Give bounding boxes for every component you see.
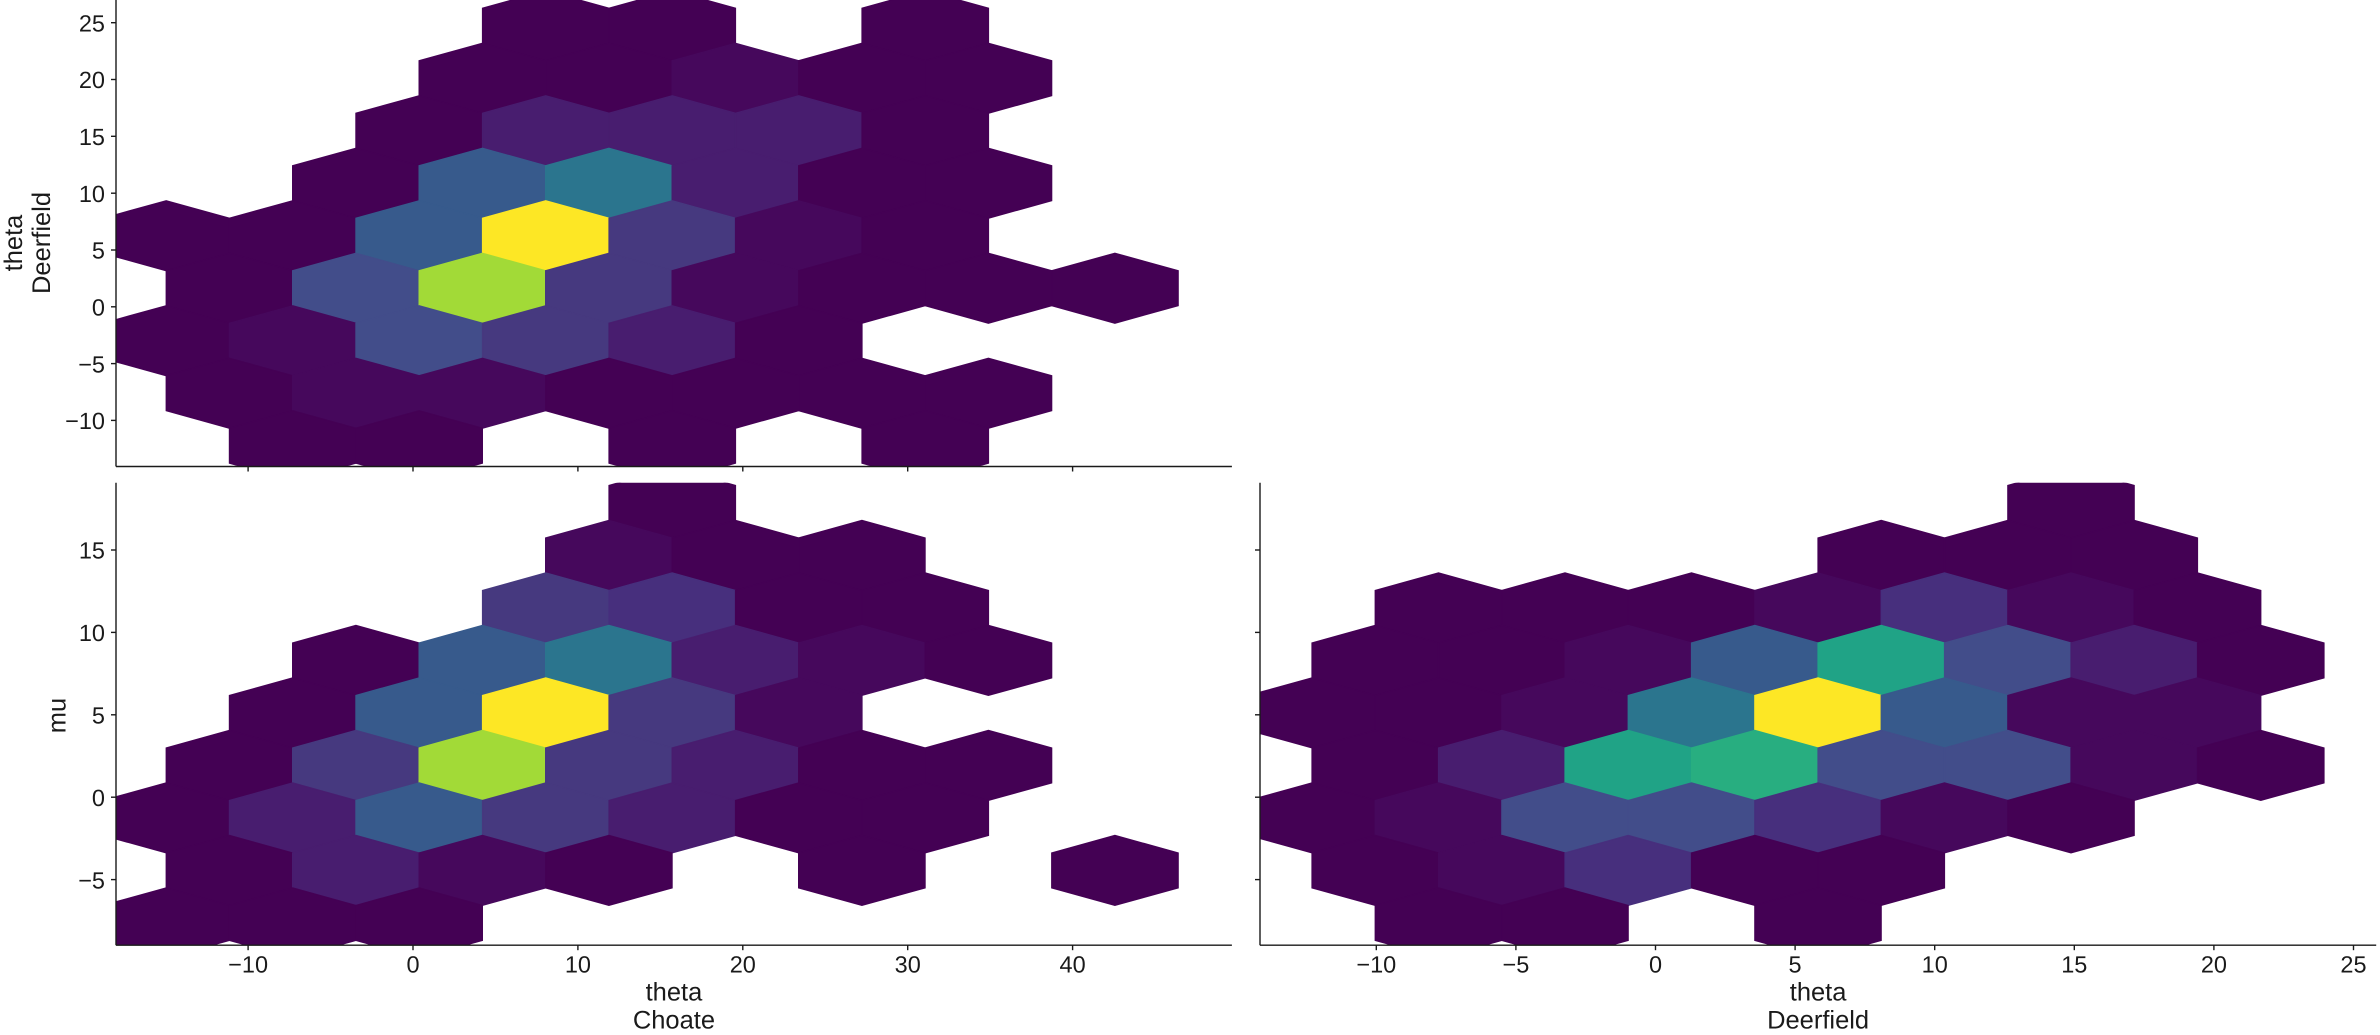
svg-text:theta: theta [0, 214, 28, 272]
svg-text:0: 0 [1649, 951, 1662, 977]
svg-text:5: 5 [1789, 951, 1802, 977]
svg-text:10: 10 [79, 620, 105, 646]
svg-text:20: 20 [79, 67, 105, 93]
svg-text:10: 10 [79, 181, 105, 207]
svg-text:theta: theta [1790, 978, 1848, 1006]
svg-text:theta: theta [646, 978, 704, 1006]
svg-text:0: 0 [92, 294, 105, 320]
svg-text:15: 15 [2061, 951, 2087, 977]
svg-text:25: 25 [2340, 951, 2366, 977]
svg-text:−5: −5 [78, 351, 105, 377]
svg-text:30: 30 [895, 951, 921, 977]
svg-text:40: 40 [1060, 951, 1086, 977]
svg-text:20: 20 [730, 951, 756, 977]
svg-text:0: 0 [92, 785, 105, 811]
svg-text:−10: −10 [65, 408, 105, 434]
svg-text:0: 0 [406, 951, 419, 977]
svg-text:10: 10 [565, 951, 591, 977]
svg-text:−5: −5 [1503, 951, 1530, 977]
svg-text:−5: −5 [78, 867, 105, 893]
svg-text:20: 20 [2201, 951, 2227, 977]
svg-text:Deerfield: Deerfield [1767, 1007, 1869, 1035]
svg-text:15: 15 [79, 124, 105, 150]
svg-text:−10: −10 [228, 951, 268, 977]
svg-text:15: 15 [79, 538, 105, 564]
svg-text:mu: mu [44, 698, 72, 733]
svg-text:10: 10 [1922, 951, 1948, 977]
svg-text:Choate: Choate [633, 1007, 715, 1035]
svg-text:5: 5 [92, 702, 105, 728]
svg-text:−10: −10 [1356, 951, 1396, 977]
svg-text:Deerfield: Deerfield [28, 192, 56, 294]
svg-text:5: 5 [92, 238, 105, 264]
svg-text:25: 25 [79, 10, 105, 36]
